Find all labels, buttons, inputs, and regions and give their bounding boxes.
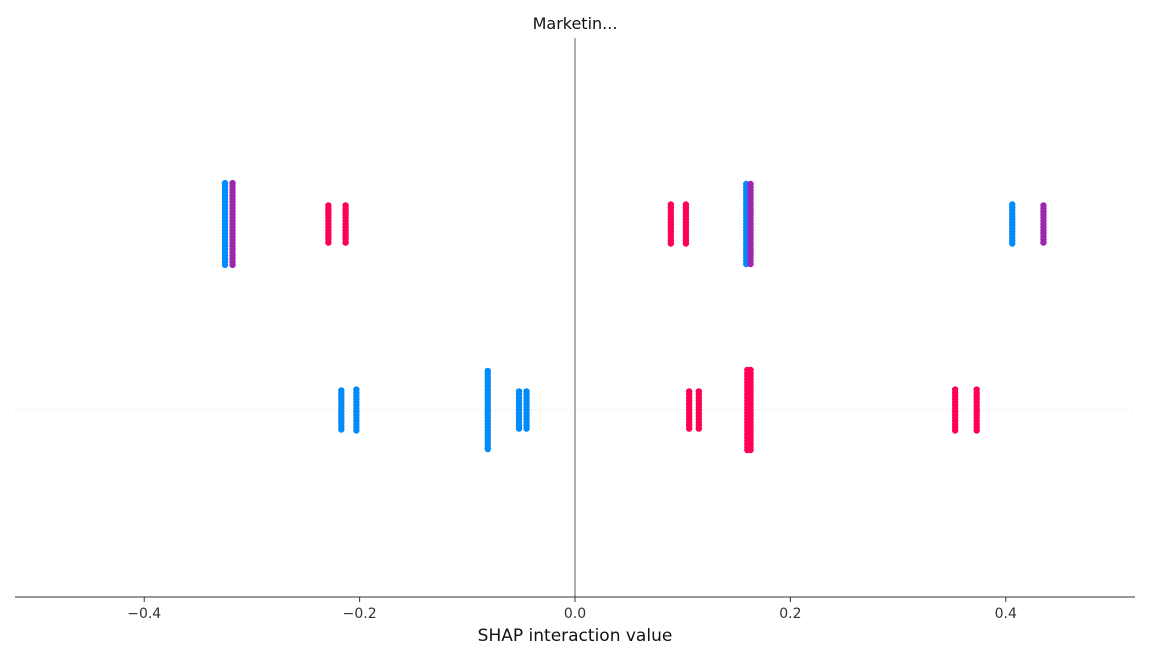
data-point	[1040, 239, 1047, 246]
point-cluster	[973, 386, 980, 434]
point-cluster	[682, 201, 690, 247]
point-cluster	[951, 386, 959, 434]
point-cluster	[342, 202, 349, 246]
data-point	[342, 239, 349, 246]
chart-title: Marketin...	[533, 14, 618, 33]
data-point	[973, 427, 980, 434]
data-point	[229, 261, 236, 269]
data-point	[338, 426, 345, 433]
data-point	[1009, 240, 1016, 247]
point-cluster	[229, 179, 236, 269]
point-cluster	[325, 202, 332, 246]
x-axis-label: SHAP interaction value	[478, 626, 673, 646]
data-point	[667, 240, 675, 247]
x-tick-label: −0.4	[127, 606, 161, 622]
point-cluster	[1040, 202, 1047, 246]
x-tick-label: 0.2	[779, 606, 801, 622]
data-point	[695, 425, 703, 432]
point-cluster	[695, 388, 703, 432]
point-cluster	[667, 201, 675, 247]
data-point	[685, 425, 693, 432]
data-point	[747, 446, 754, 454]
x-tick-label: 0.4	[995, 606, 1017, 622]
point-cluster	[338, 387, 345, 433]
point-cluster	[1009, 201, 1016, 247]
x-tick-label: 0.0	[564, 606, 586, 622]
data-point	[484, 445, 491, 453]
point-cluster	[221, 179, 229, 269]
data-point	[951, 427, 959, 434]
point-cluster	[523, 388, 530, 432]
point-cluster	[747, 366, 754, 454]
data-point	[747, 260, 754, 268]
data-points	[221, 179, 1047, 454]
x-axis-ticks: −0.4 −0.2 0.0 0.2 0.4	[127, 597, 1017, 622]
data-point	[682, 240, 690, 247]
data-point	[221, 261, 229, 269]
point-cluster	[353, 386, 360, 434]
data-point	[515, 425, 523, 432]
x-tick-label: −0.2	[343, 606, 377, 622]
data-point	[325, 239, 332, 246]
data-point	[523, 425, 530, 432]
point-cluster	[484, 367, 491, 453]
point-cluster	[685, 388, 693, 432]
point-cluster	[747, 180, 754, 268]
point-cluster	[515, 388, 523, 432]
data-point	[353, 427, 360, 434]
